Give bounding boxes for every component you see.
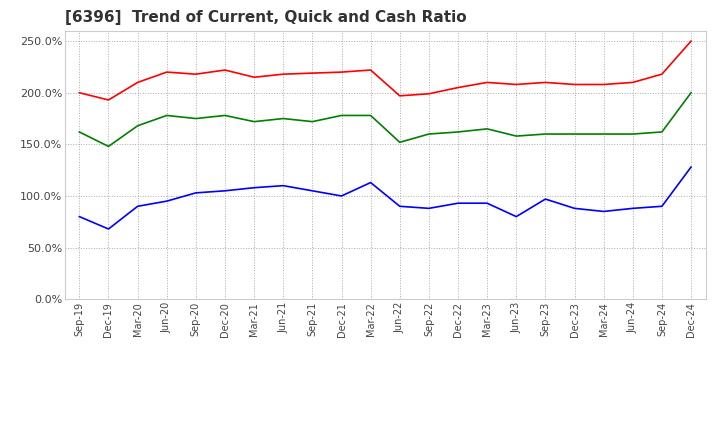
Current Ratio: [163, 70, 171, 75]
Current Ratio: [512, 82, 521, 87]
Current Ratio: [133, 80, 142, 85]
Quick Ratio: [599, 132, 608, 137]
Current Ratio: [629, 80, 637, 85]
Line: Current Ratio: Current Ratio: [79, 41, 691, 100]
Current Ratio: [570, 82, 579, 87]
Line: Quick Ratio: Quick Ratio: [79, 93, 691, 147]
Quick Ratio: [192, 116, 200, 121]
Cash Ratio: [337, 193, 346, 198]
Current Ratio: [483, 80, 492, 85]
Current Ratio: [104, 97, 113, 103]
Current Ratio: [454, 85, 462, 90]
Cash Ratio: [629, 206, 637, 211]
Cash Ratio: [454, 201, 462, 206]
Cash Ratio: [483, 201, 492, 206]
Cash Ratio: [425, 206, 433, 211]
Cash Ratio: [512, 214, 521, 219]
Current Ratio: [308, 70, 317, 76]
Quick Ratio: [454, 129, 462, 135]
Quick Ratio: [395, 139, 404, 145]
Cash Ratio: [163, 198, 171, 204]
Quick Ratio: [629, 132, 637, 137]
Quick Ratio: [366, 113, 375, 118]
Quick Ratio: [104, 144, 113, 149]
Cash Ratio: [570, 206, 579, 211]
Current Ratio: [541, 80, 550, 85]
Cash Ratio: [541, 196, 550, 202]
Cash Ratio: [133, 204, 142, 209]
Quick Ratio: [133, 123, 142, 128]
Cash Ratio: [687, 165, 696, 170]
Text: [6396]  Trend of Current, Quick and Cash Ratio: [6396] Trend of Current, Quick and Cash …: [65, 11, 467, 26]
Line: Cash Ratio: Cash Ratio: [79, 167, 691, 229]
Current Ratio: [250, 75, 258, 80]
Quick Ratio: [512, 133, 521, 139]
Cash Ratio: [599, 209, 608, 214]
Current Ratio: [599, 82, 608, 87]
Cash Ratio: [104, 226, 113, 231]
Quick Ratio: [279, 116, 287, 121]
Cash Ratio: [250, 185, 258, 191]
Quick Ratio: [570, 132, 579, 137]
Cash Ratio: [366, 180, 375, 185]
Quick Ratio: [220, 113, 229, 118]
Current Ratio: [75, 90, 84, 95]
Quick Ratio: [308, 119, 317, 124]
Quick Ratio: [75, 129, 84, 135]
Cash Ratio: [75, 214, 84, 219]
Quick Ratio: [425, 132, 433, 137]
Quick Ratio: [687, 90, 696, 95]
Cash Ratio: [279, 183, 287, 188]
Current Ratio: [687, 38, 696, 44]
Quick Ratio: [483, 126, 492, 132]
Quick Ratio: [337, 113, 346, 118]
Quick Ratio: [657, 129, 666, 135]
Current Ratio: [657, 72, 666, 77]
Cash Ratio: [220, 188, 229, 194]
Quick Ratio: [250, 119, 258, 124]
Cash Ratio: [192, 190, 200, 195]
Quick Ratio: [163, 113, 171, 118]
Current Ratio: [366, 67, 375, 73]
Current Ratio: [220, 67, 229, 73]
Current Ratio: [425, 91, 433, 96]
Cash Ratio: [657, 204, 666, 209]
Cash Ratio: [308, 188, 317, 194]
Current Ratio: [279, 72, 287, 77]
Cash Ratio: [395, 204, 404, 209]
Current Ratio: [337, 70, 346, 75]
Quick Ratio: [541, 132, 550, 137]
Current Ratio: [192, 72, 200, 77]
Current Ratio: [395, 93, 404, 99]
